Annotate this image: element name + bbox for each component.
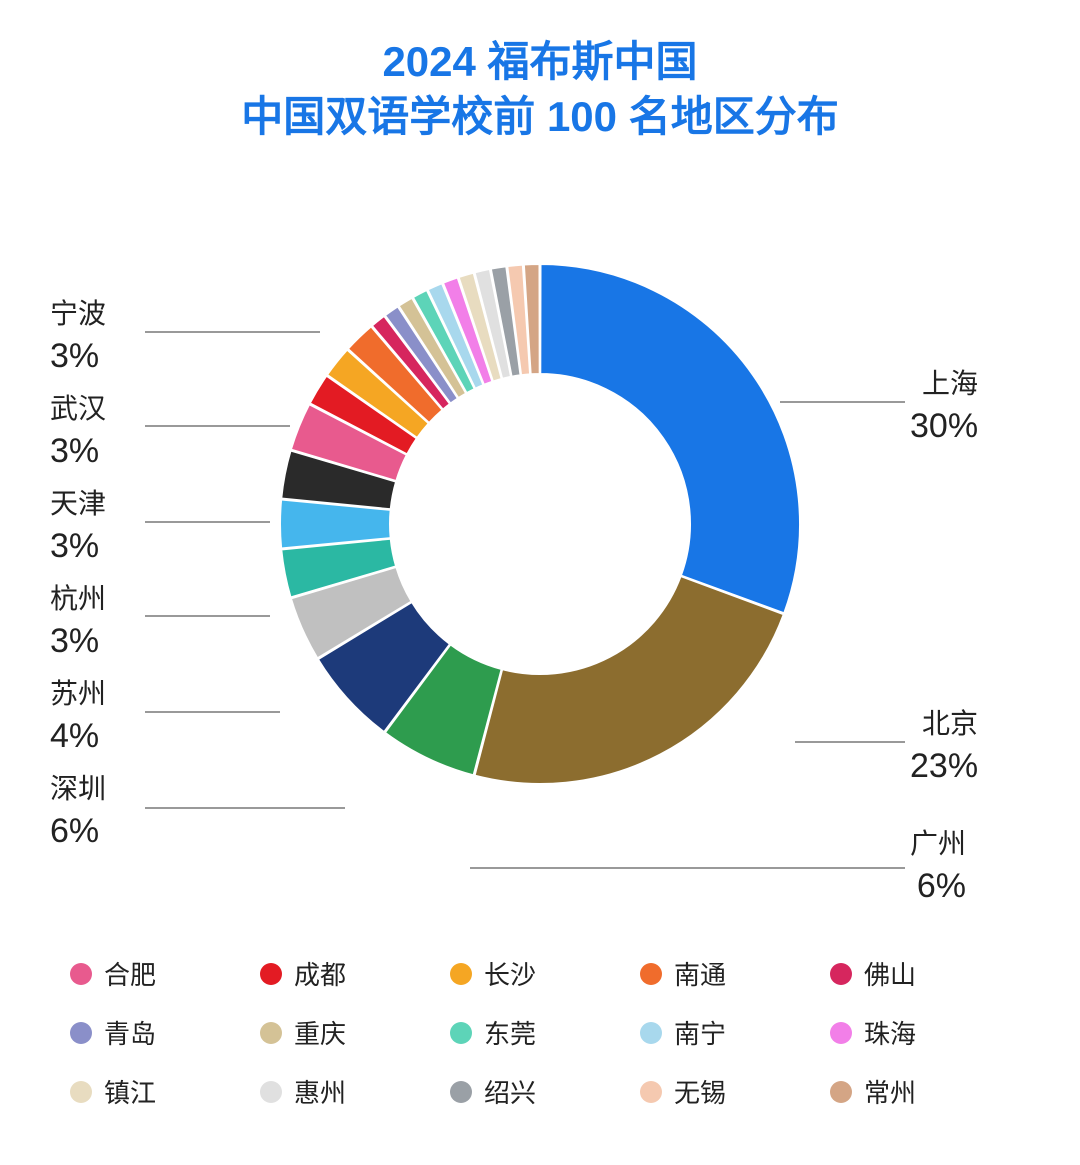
legend-dot-icon xyxy=(640,963,662,985)
legend-label: 绍兴 xyxy=(484,1073,536,1110)
chart-title-line2: 中国双语学校前 100 名地区分布 xyxy=(0,90,1080,145)
legend-label: 重庆 xyxy=(294,1014,346,1051)
callout-深圳: 深圳6% xyxy=(50,769,106,856)
legend-dot-icon xyxy=(830,1022,852,1044)
legend-dot-icon xyxy=(830,963,852,985)
legend-item-重庆: 重庆 xyxy=(260,1014,440,1051)
callout-武汉: 武汉3% xyxy=(50,389,106,476)
legend-item-镇江: 镇江 xyxy=(70,1073,250,1110)
callout-pct: 30% xyxy=(910,403,978,451)
legend-item-长沙: 长沙 xyxy=(450,955,630,992)
chart-title-block: 2024 福布斯中国 中国双语学校前 100 名地区分布 xyxy=(0,0,1080,144)
callout-天津: 天津3% xyxy=(50,484,106,571)
donut-slice-北京 xyxy=(475,576,784,784)
callout-name: 深圳 xyxy=(50,769,106,808)
callout-pct: 3% xyxy=(50,333,106,381)
legend-label: 常州 xyxy=(864,1073,916,1110)
legend-dot-icon xyxy=(70,1022,92,1044)
callout-宁波: 宁波3% xyxy=(50,294,106,381)
callout-name: 武汉 xyxy=(50,389,106,428)
legend-item-合肥: 合肥 xyxy=(70,955,250,992)
chart-legend: 合肥 成都 长沙 南通 佛山青岛 重庆 东莞 南宁 珠海镇江 惠州 绍兴 无锡 常州 xyxy=(70,955,1010,1110)
legend-label: 镇江 xyxy=(104,1073,156,1110)
legend-dot-icon xyxy=(640,1081,662,1103)
callout-pct: 3% xyxy=(50,618,106,666)
legend-dot-icon xyxy=(70,963,92,985)
callout-name: 北京 xyxy=(910,704,978,743)
callout-北京: 北京23% xyxy=(910,704,978,791)
callout-name: 宁波 xyxy=(50,294,106,333)
legend-label: 南宁 xyxy=(674,1014,726,1051)
legend-item-成都: 成都 xyxy=(260,955,440,992)
legend-item-东莞: 东莞 xyxy=(450,1014,630,1051)
legend-label: 惠州 xyxy=(294,1073,346,1110)
legend-dot-icon xyxy=(70,1081,92,1103)
callout-name: 苏州 xyxy=(50,674,106,713)
legend-label: 东莞 xyxy=(484,1014,536,1051)
callout-pct: 23% xyxy=(910,743,978,791)
legend-label: 珠海 xyxy=(864,1014,916,1051)
callout-name: 广州 xyxy=(910,824,966,863)
callout-name: 杭州 xyxy=(50,579,106,618)
legend-item-无锡: 无锡 xyxy=(640,1073,820,1110)
legend-label: 青岛 xyxy=(104,1014,156,1051)
legend-dot-icon xyxy=(640,1022,662,1044)
donut-chart-area: 上海30%北京23%广州6%深圳6%苏州4%杭州3%天津3%武汉3%宁波3% xyxy=(0,164,1080,884)
legend-item-珠海: 珠海 xyxy=(830,1014,1010,1051)
callout-pct: 6% xyxy=(50,808,106,856)
legend-item-常州: 常州 xyxy=(830,1073,1010,1110)
donut-slice-上海 xyxy=(540,264,800,613)
legend-item-惠州: 惠州 xyxy=(260,1073,440,1110)
callout-苏州: 苏州4% xyxy=(50,674,106,761)
callout-广州: 广州6% xyxy=(910,824,966,911)
legend-label: 无锡 xyxy=(674,1073,726,1110)
legend-dot-icon xyxy=(830,1081,852,1103)
legend-label: 合肥 xyxy=(104,955,156,992)
legend-dot-icon xyxy=(450,1022,472,1044)
legend-label: 南通 xyxy=(674,955,726,992)
legend-dot-icon xyxy=(450,963,472,985)
legend-dot-icon xyxy=(450,1081,472,1103)
chart-title-line1: 2024 福布斯中国 xyxy=(0,35,1080,90)
legend-item-青岛: 青岛 xyxy=(70,1014,250,1051)
legend-dot-icon xyxy=(260,1081,282,1103)
legend-item-南通: 南通 xyxy=(640,955,820,992)
legend-label: 佛山 xyxy=(864,955,916,992)
callout-name: 上海 xyxy=(910,364,978,403)
legend-item-南宁: 南宁 xyxy=(640,1014,820,1051)
legend-dot-icon xyxy=(260,1022,282,1044)
callout-pct: 4% xyxy=(50,713,106,761)
callout-name: 天津 xyxy=(50,484,106,523)
legend-item-佛山: 佛山 xyxy=(830,955,1010,992)
legend-label: 成都 xyxy=(294,955,346,992)
legend-item-绍兴: 绍兴 xyxy=(450,1073,630,1110)
callout-杭州: 杭州3% xyxy=(50,579,106,666)
legend-label: 长沙 xyxy=(484,955,536,992)
callout-pct: 6% xyxy=(910,863,966,911)
callout-pct: 3% xyxy=(50,428,106,476)
callout-上海: 上海30% xyxy=(910,364,978,451)
legend-dot-icon xyxy=(260,963,282,985)
callout-pct: 3% xyxy=(50,523,106,571)
